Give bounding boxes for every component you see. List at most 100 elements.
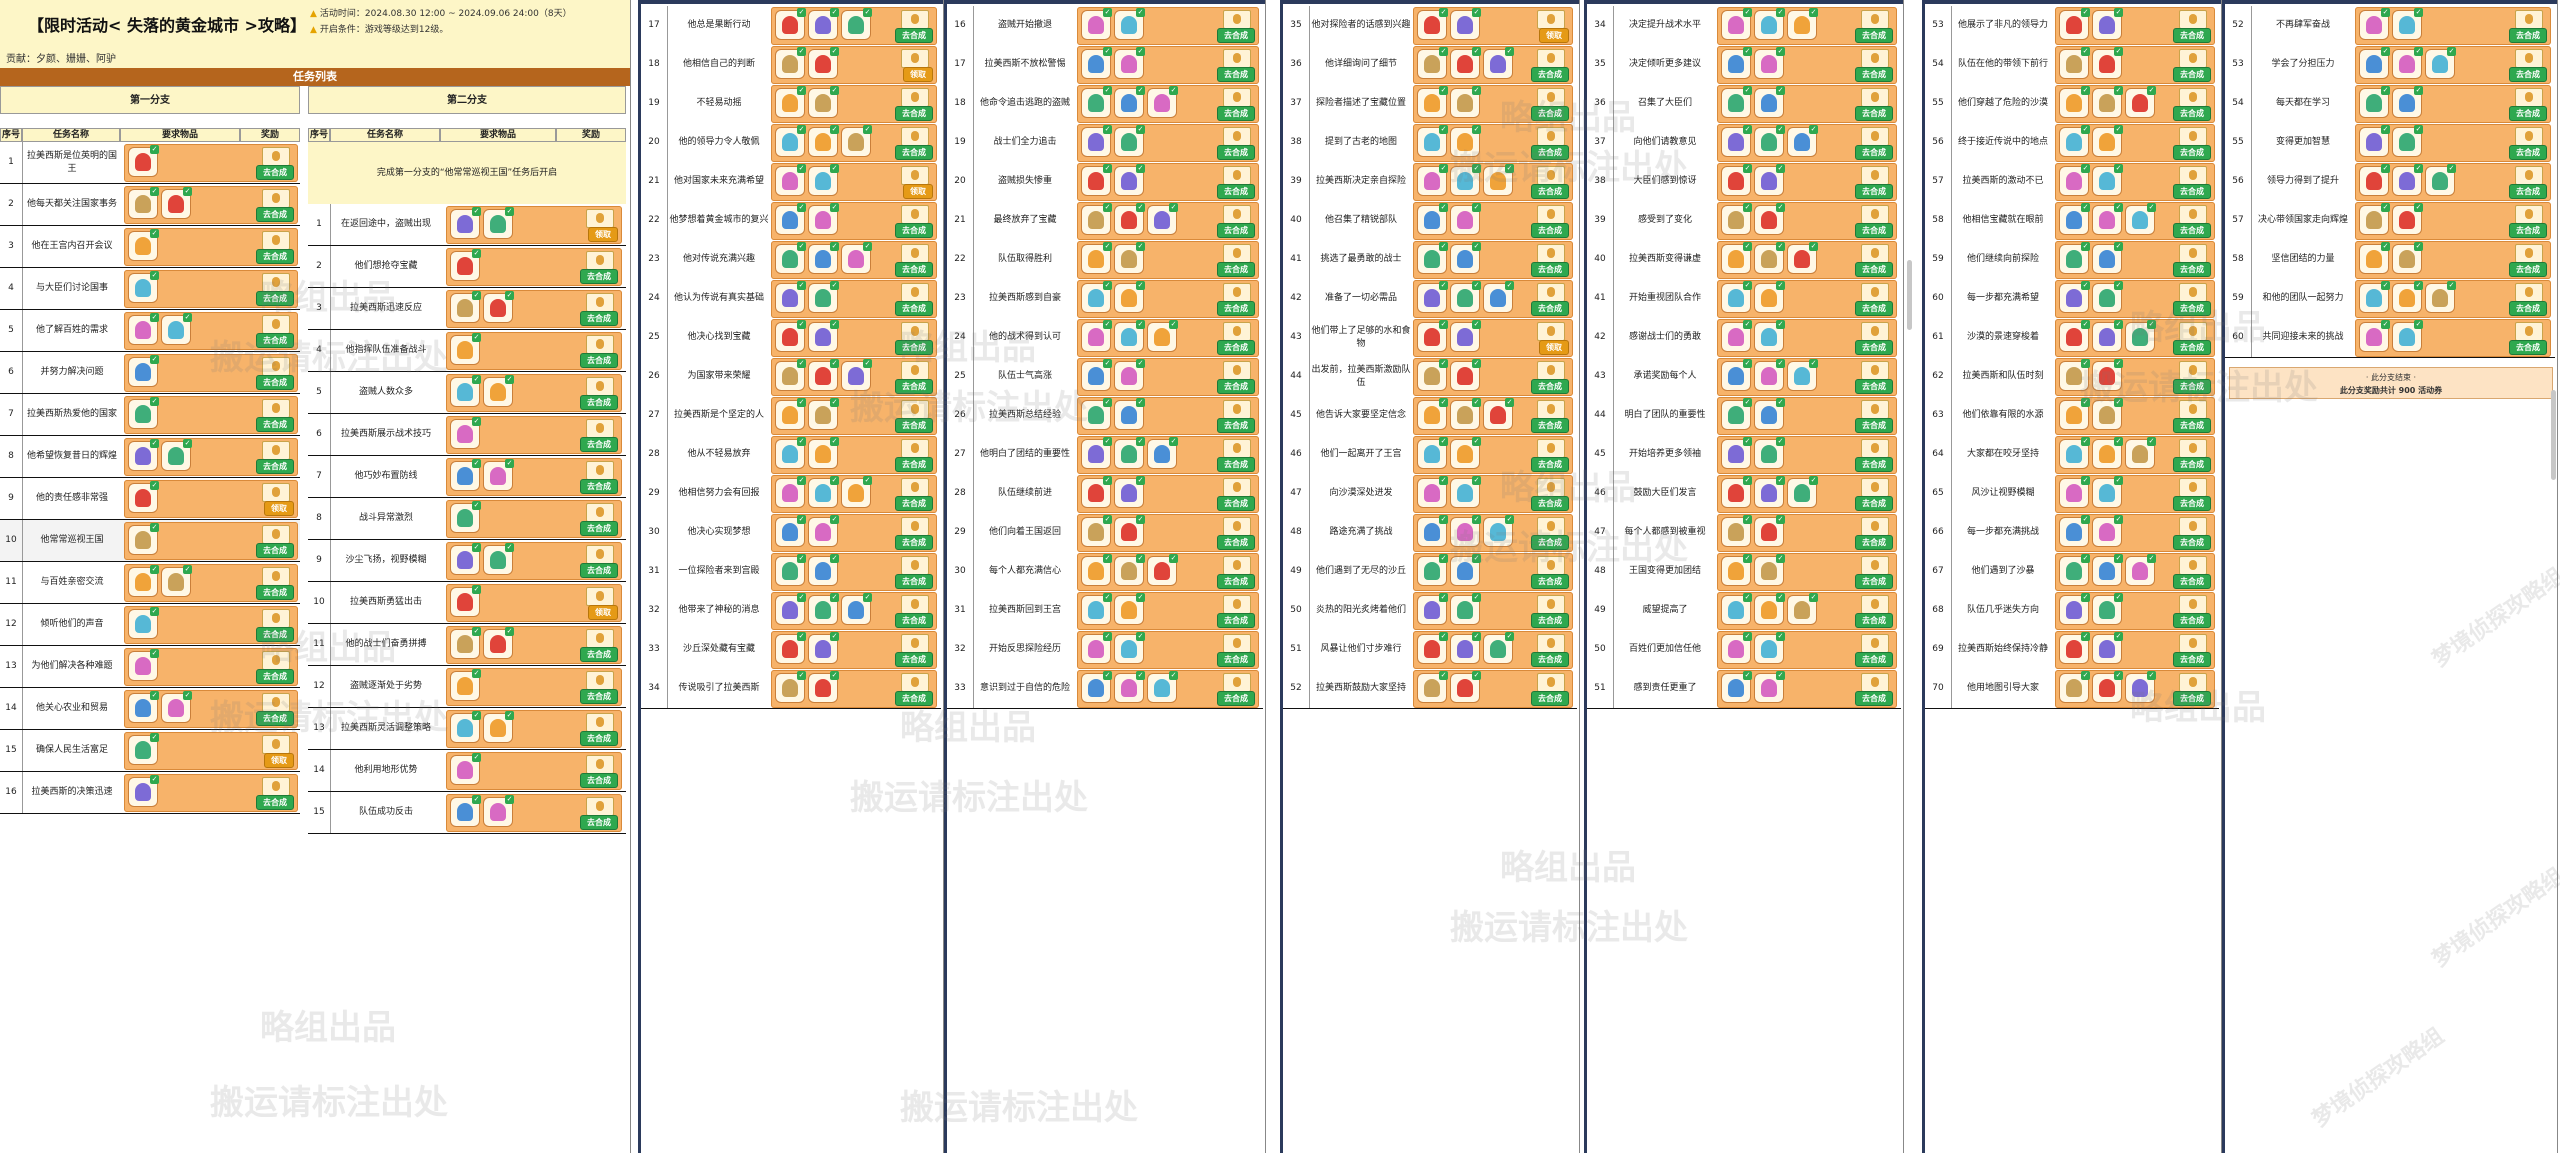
claim-button[interactable]: 领取 [903, 184, 933, 199]
go-craft-button[interactable]: 去合成 [1217, 457, 1255, 472]
go-craft-button[interactable]: 去合成 [256, 795, 294, 810]
go-craft-button[interactable]: 去合成 [895, 262, 933, 277]
go-craft-button[interactable]: 去合成 [2173, 691, 2211, 706]
go-craft-button[interactable]: 去合成 [1855, 574, 1893, 589]
go-craft-button[interactable]: 去合成 [2173, 457, 2211, 472]
go-craft-button[interactable]: 去合成 [2173, 574, 2211, 589]
claim-button[interactable]: 领取 [588, 227, 618, 242]
go-craft-button[interactable]: 去合成 [2173, 652, 2211, 667]
go-craft-button[interactable]: 去合成 [2173, 262, 2211, 277]
go-craft-button[interactable]: 去合成 [1217, 613, 1255, 628]
go-craft-button[interactable]: 去合成 [1855, 184, 1893, 199]
go-craft-button[interactable]: 去合成 [1855, 496, 1893, 511]
go-craft-button[interactable]: 去合成 [2509, 28, 2547, 43]
go-craft-button[interactable]: 去合成 [1531, 145, 1569, 160]
go-craft-button[interactable]: 去合成 [2509, 67, 2547, 82]
go-craft-button[interactable]: 去合成 [1855, 652, 1893, 667]
go-craft-button[interactable]: 去合成 [1855, 457, 1893, 472]
go-craft-button[interactable]: 去合成 [1531, 67, 1569, 82]
go-craft-button[interactable]: 去合成 [580, 731, 618, 746]
go-craft-button[interactable]: 去合成 [2173, 418, 2211, 433]
go-craft-button[interactable]: 去合成 [580, 437, 618, 452]
go-craft-button[interactable]: 去合成 [1855, 67, 1893, 82]
go-craft-button[interactable]: 去合成 [1217, 184, 1255, 199]
go-craft-button[interactable]: 去合成 [1217, 652, 1255, 667]
go-craft-button[interactable]: 去合成 [2509, 262, 2547, 277]
go-craft-button[interactable]: 去合成 [1217, 691, 1255, 706]
go-craft-button[interactable]: 去合成 [1855, 418, 1893, 433]
go-craft-button[interactable]: 去合成 [2173, 67, 2211, 82]
go-craft-button[interactable]: 去合成 [1217, 379, 1255, 394]
go-craft-button[interactable]: 去合成 [1217, 106, 1255, 121]
go-craft-button[interactable]: 去合成 [256, 543, 294, 558]
go-craft-button[interactable]: 去合成 [1855, 223, 1893, 238]
go-craft-button[interactable]: 去合成 [2173, 301, 2211, 316]
go-craft-button[interactable]: 去合成 [1531, 262, 1569, 277]
go-craft-button[interactable]: 去合成 [1855, 340, 1893, 355]
go-craft-button[interactable]: 去合成 [895, 652, 933, 667]
go-craft-button[interactable]: 去合成 [1855, 613, 1893, 628]
go-craft-button[interactable]: 去合成 [1531, 574, 1569, 589]
claim-button[interactable]: 领取 [1539, 340, 1569, 355]
go-craft-button[interactable]: 去合成 [256, 375, 294, 390]
go-craft-button[interactable]: 去合成 [580, 311, 618, 326]
go-craft-button[interactable]: 去合成 [256, 459, 294, 474]
go-craft-button[interactable]: 去合成 [1217, 535, 1255, 550]
go-craft-button[interactable]: 去合成 [1531, 496, 1569, 511]
go-craft-button[interactable]: 去合成 [1217, 145, 1255, 160]
go-craft-button[interactable]: 去合成 [1855, 691, 1893, 706]
go-craft-button[interactable]: 去合成 [895, 106, 933, 121]
go-craft-button[interactable]: 去合成 [895, 379, 933, 394]
go-craft-button[interactable]: 去合成 [2173, 28, 2211, 43]
go-craft-button[interactable]: 去合成 [256, 291, 294, 306]
go-craft-button[interactable]: 去合成 [1855, 145, 1893, 160]
go-craft-button[interactable]: 去合成 [2509, 106, 2547, 121]
go-craft-button[interactable]: 去合成 [1531, 691, 1569, 706]
claim-button[interactable]: 领取 [264, 501, 294, 516]
go-craft-button[interactable]: 去合成 [2173, 145, 2211, 160]
go-craft-button[interactable]: 去合成 [1855, 28, 1893, 43]
go-craft-button[interactable]: 去合成 [2509, 223, 2547, 238]
go-craft-button[interactable]: 去合成 [580, 773, 618, 788]
go-craft-button[interactable]: 去合成 [1531, 106, 1569, 121]
go-craft-button[interactable]: 去合成 [1217, 28, 1255, 43]
go-craft-button[interactable]: 去合成 [2173, 379, 2211, 394]
go-craft-button[interactable]: 去合成 [1531, 652, 1569, 667]
claim-button[interactable]: 领取 [1539, 28, 1569, 43]
go-craft-button[interactable]: 去合成 [1531, 535, 1569, 550]
go-craft-button[interactable]: 去合成 [2509, 184, 2547, 199]
go-craft-button[interactable]: 去合成 [1531, 418, 1569, 433]
go-craft-button[interactable]: 去合成 [895, 223, 933, 238]
claim-button[interactable]: 领取 [588, 605, 618, 620]
go-craft-button[interactable]: 去合成 [1855, 262, 1893, 277]
go-craft-button[interactable]: 去合成 [256, 711, 294, 726]
go-craft-button[interactable]: 去合成 [256, 333, 294, 348]
go-craft-button[interactable]: 去合成 [256, 165, 294, 180]
go-craft-button[interactable]: 去合成 [1855, 535, 1893, 550]
go-craft-button[interactable]: 去合成 [1217, 301, 1255, 316]
go-craft-button[interactable]: 去合成 [580, 479, 618, 494]
go-craft-button[interactable]: 去合成 [895, 340, 933, 355]
go-craft-button[interactable]: 去合成 [2173, 613, 2211, 628]
go-craft-button[interactable]: 去合成 [895, 613, 933, 628]
go-craft-button[interactable]: 去合成 [895, 535, 933, 550]
scrollbar[interactable] [1907, 260, 1912, 330]
go-craft-button[interactable]: 去合成 [1531, 184, 1569, 199]
go-craft-button[interactable]: 去合成 [1217, 418, 1255, 433]
go-craft-button[interactable]: 去合成 [1217, 340, 1255, 355]
go-craft-button[interactable]: 去合成 [580, 563, 618, 578]
go-craft-button[interactable]: 去合成 [1217, 262, 1255, 277]
go-craft-button[interactable]: 去合成 [895, 691, 933, 706]
go-craft-button[interactable]: 去合成 [1855, 301, 1893, 316]
go-craft-button[interactable]: 去合成 [580, 647, 618, 662]
go-craft-button[interactable]: 去合成 [2173, 496, 2211, 511]
go-craft-button[interactable]: 去合成 [580, 521, 618, 536]
go-craft-button[interactable]: 去合成 [1531, 457, 1569, 472]
go-craft-button[interactable]: 去合成 [1531, 379, 1569, 394]
go-craft-button[interactable]: 去合成 [580, 269, 618, 284]
claim-button[interactable]: 领取 [903, 67, 933, 82]
go-craft-button[interactable]: 去合成 [2509, 340, 2547, 355]
go-craft-button[interactable]: 去合成 [2173, 223, 2211, 238]
go-craft-button[interactable]: 去合成 [2509, 145, 2547, 160]
go-craft-button[interactable]: 去合成 [895, 496, 933, 511]
